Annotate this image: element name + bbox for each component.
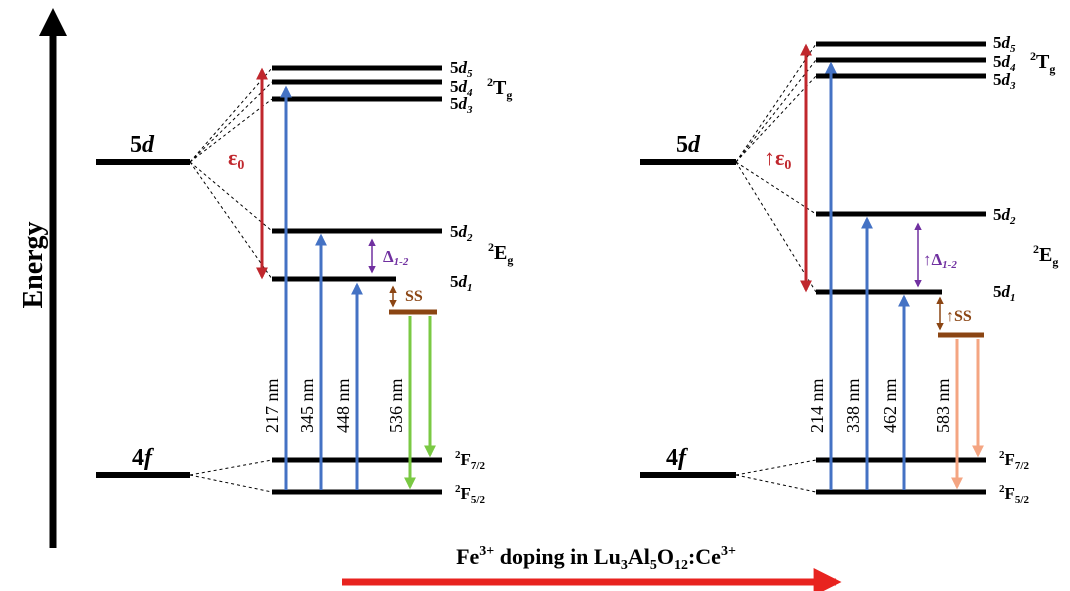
delta-label: Δ1-2 — [383, 247, 409, 268]
label-5d1: 5d1 — [450, 272, 473, 294]
config-4f-label: 4f — [666, 445, 688, 471]
energy-axis-label: Energy — [18, 221, 49, 308]
label-5d4: 5d4 — [450, 77, 473, 99]
epsilon-label: ↑ε0 — [764, 145, 791, 173]
splitting-connectors — [735, 43, 817, 493]
label-5d2: 5d2 — [450, 222, 473, 244]
emission-583nm-label: 583 nm — [933, 378, 953, 433]
term-2Tg: 2Tg — [487, 75, 512, 102]
emission-536nm-label: 536 nm — [386, 378, 406, 433]
transition-462nm-label: 462 nm — [880, 378, 900, 433]
ss-label: ↑SS — [946, 308, 972, 325]
term-2Eg: 2Eg — [488, 240, 513, 267]
label-5d4: 5d4 — [993, 52, 1016, 74]
splitting-connectors — [189, 67, 273, 493]
transition-338nm-label: 338 nm — [843, 378, 863, 433]
epsilon-label: ε0 — [228, 145, 244, 173]
label-5d1: 5d1 — [993, 282, 1016, 304]
left-panel: 5d 4f 5d5 5d4 5d3 5d2 5d1 2Tg 2Eg — [96, 58, 513, 506]
term-2F72: 2F7/2 — [999, 449, 1029, 472]
transition-448nm-label: 448 nm — [333, 378, 353, 433]
label-5d3: 5d3 — [993, 70, 1016, 92]
term-2F52: 2F5/2 — [455, 483, 485, 506]
transition-217nm-label: 217 nm — [262, 378, 282, 433]
transition-345nm-label: 345 nm — [297, 378, 317, 433]
delta-label: ↑Δ1-2 — [923, 250, 957, 271]
transition-214nm-label: 214 nm — [807, 378, 827, 433]
label-5d3: 5d3 — [450, 94, 473, 116]
config-5d-label: 5d — [676, 132, 701, 158]
term-2Eg: 2Eg — [1033, 242, 1058, 269]
label-5d5: 5d5 — [993, 33, 1016, 55]
config-5d-label: 5d — [130, 132, 155, 158]
term-2Tg: 2Tg — [1030, 49, 1055, 76]
term-2F72: 2F7/2 — [455, 449, 485, 472]
label-5d5: 5d5 — [450, 58, 473, 80]
config-4f-label: 4f — [132, 445, 154, 471]
doping-label: Fe3+ doping in Lu3Al5O12:Ce3+ — [456, 544, 736, 573]
term-2F52: 2F5/2 — [999, 483, 1029, 506]
label-5d2: 5d2 — [993, 205, 1016, 227]
right-panel: 5d 4f 5d5 5d4 5d3 5d2 5d1 2Tg 2Eg 2F7/2 … — [640, 33, 1058, 506]
ss-label: SS — [405, 288, 423, 305]
